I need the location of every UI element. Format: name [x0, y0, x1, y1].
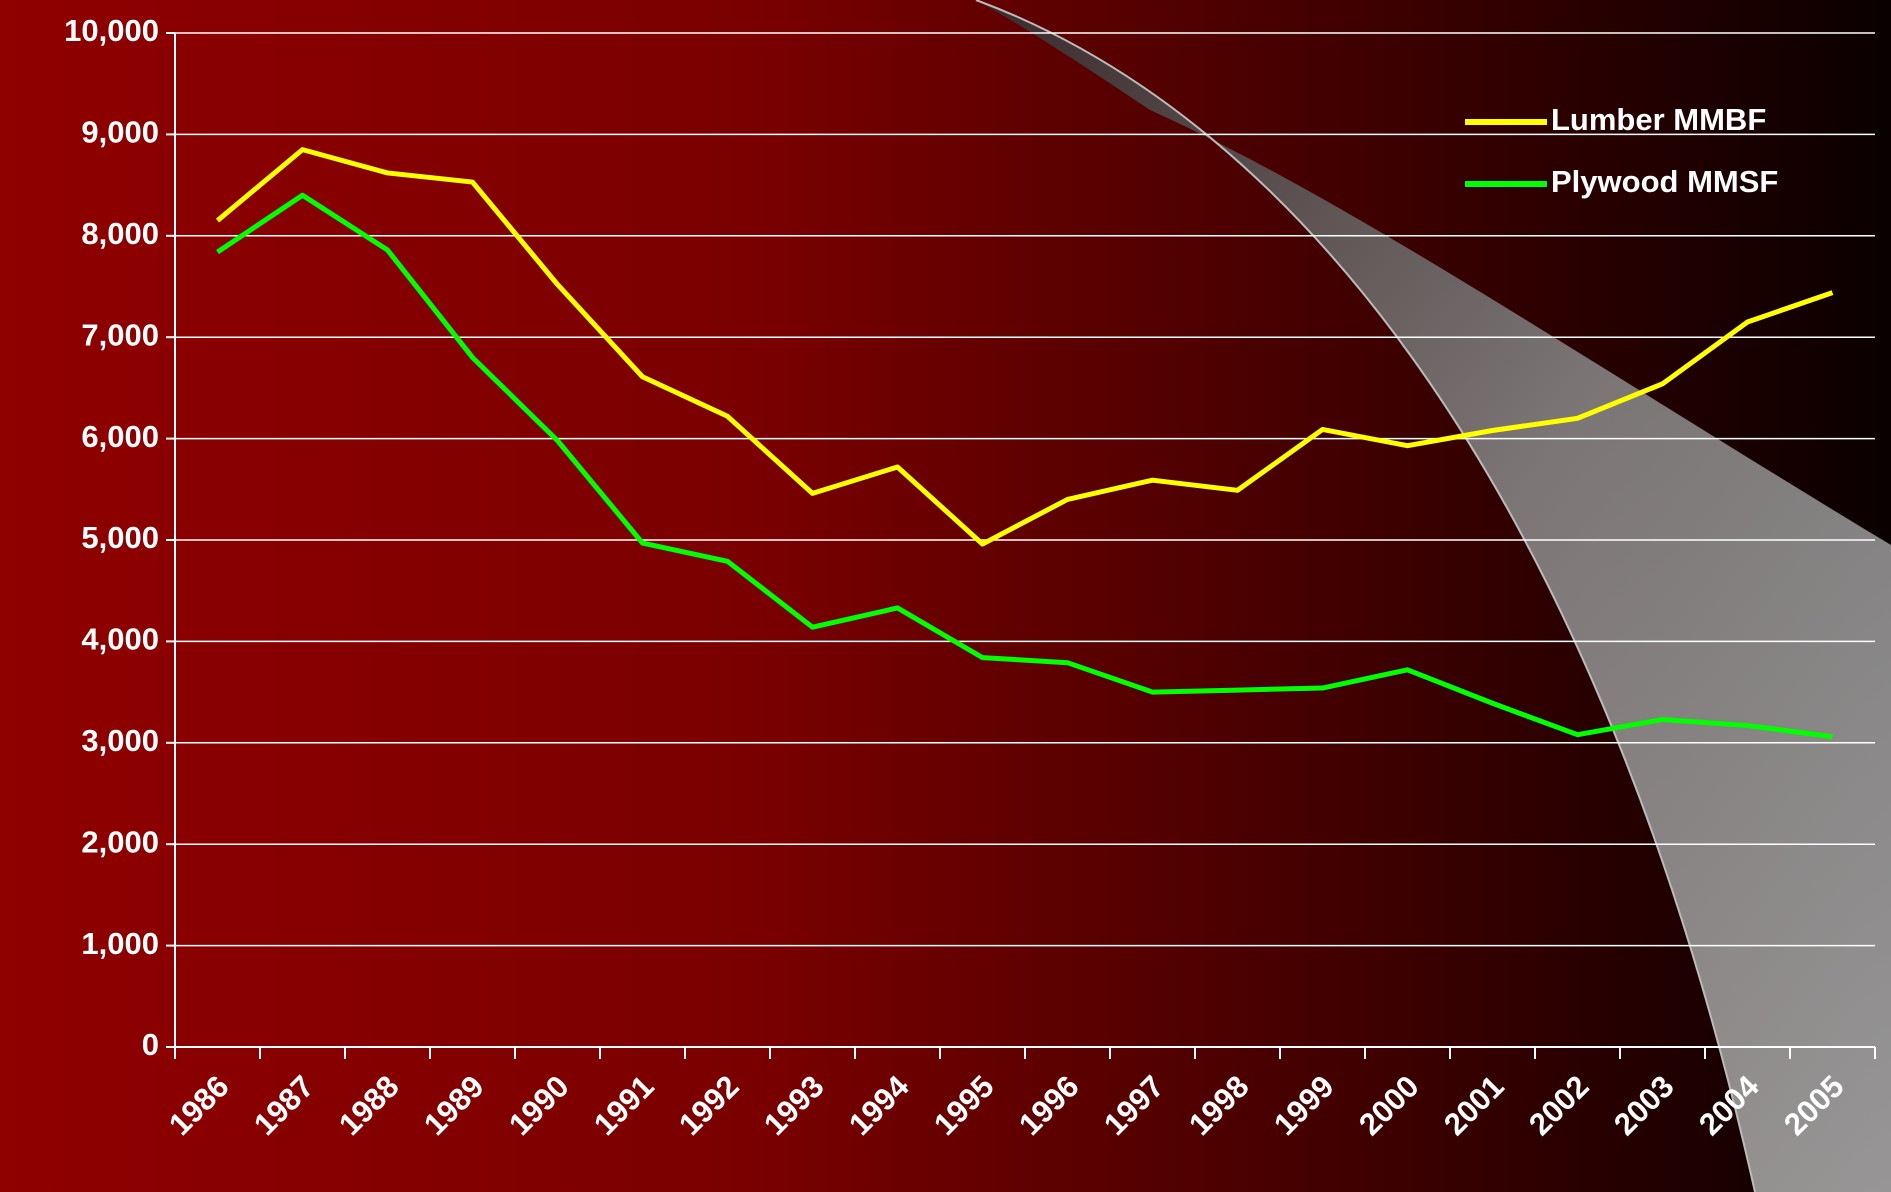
y-tick-label: 5,000 — [81, 520, 159, 555]
y-tick-label: 9,000 — [81, 115, 159, 150]
y-tick-label: 6,000 — [81, 419, 159, 454]
legend-label: Lumber MMBF — [1551, 102, 1766, 137]
y-tick-label: 1,000 — [81, 926, 159, 961]
y-tick-label: 0 — [142, 1027, 159, 1062]
y-tick-label: 10,000 — [64, 13, 159, 48]
chart: 0 1,000 2,000 3,000 4,000 5,000 6,000 7,000 8,00… — [0, 0, 1891, 1192]
y-tick-label: 4,000 — [81, 622, 159, 657]
y-tick-label: 2,000 — [81, 824, 159, 859]
y-tick-label: 3,000 — [81, 723, 159, 758]
y-tick-label: 7,000 — [81, 317, 159, 352]
y-tick-label: 8,000 — [81, 216, 159, 251]
legend-label: Plywood MMSF — [1551, 164, 1778, 199]
